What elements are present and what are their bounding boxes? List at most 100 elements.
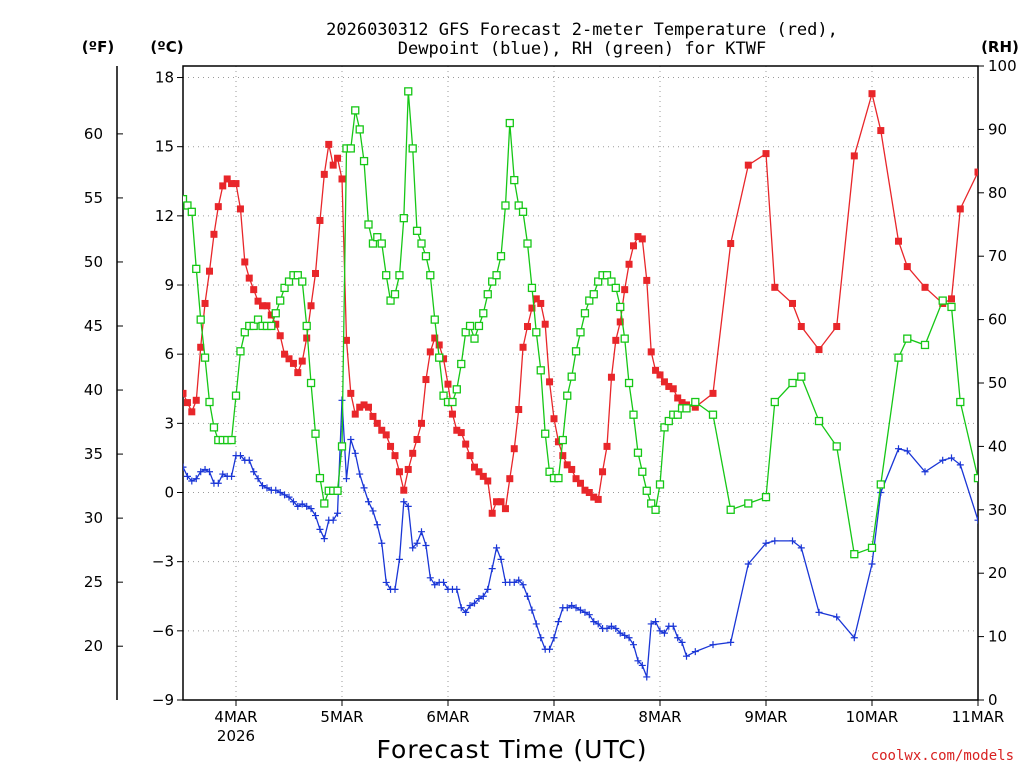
rh-point xyxy=(567,372,576,381)
temperature-point xyxy=(532,295,540,303)
rh-point xyxy=(368,239,378,248)
temperature-point xyxy=(484,477,492,485)
rh-point xyxy=(638,467,647,476)
temperature-point xyxy=(192,396,200,404)
dewpoint-point xyxy=(868,560,876,568)
rh-tick-label: 40 xyxy=(988,437,1007,455)
temperature-point xyxy=(183,389,187,397)
dewpoint-point xyxy=(815,608,823,616)
temperature-point xyxy=(418,419,425,427)
temperature-point xyxy=(727,240,735,248)
temperature-point xyxy=(307,302,315,310)
dewpoint-point xyxy=(510,578,518,586)
temperature-point xyxy=(210,230,218,238)
rh-point xyxy=(691,397,700,407)
temperature-point xyxy=(281,350,289,358)
credit-text: coolwx.com/models xyxy=(871,748,1014,764)
celsius-tick-label: 3 xyxy=(164,414,174,432)
time-tick-label: 6MAR xyxy=(426,708,469,726)
dewpoint-point xyxy=(453,585,461,593)
fahrenheit-tick-label: 40 xyxy=(84,381,103,399)
rh-point xyxy=(876,480,885,489)
dewpoint-point xyxy=(250,468,258,476)
time-tick-label: 9MAR xyxy=(744,708,787,726)
dewpoint-point xyxy=(188,477,196,485)
dewpoint-point xyxy=(652,618,660,626)
temperature-point xyxy=(815,346,823,354)
rh-point xyxy=(452,385,461,394)
temperature-point xyxy=(466,452,474,460)
dewpoint-point xyxy=(347,435,355,443)
temperature-point xyxy=(289,359,297,367)
rh-point xyxy=(311,429,320,438)
series-temperature xyxy=(183,90,978,517)
temperature-point xyxy=(395,468,403,476)
rh-point xyxy=(655,480,665,489)
dewpoint-point xyxy=(404,502,412,510)
temperature-point xyxy=(356,403,364,411)
temperature-point xyxy=(444,380,452,388)
rh-point xyxy=(457,359,466,369)
temperature-point xyxy=(457,429,465,437)
dewpoint-point xyxy=(638,661,646,669)
dewpoint-point xyxy=(554,618,562,626)
temperature-point xyxy=(903,263,911,271)
fahrenheit-tick-label: 55 xyxy=(84,189,103,207)
temperature-point xyxy=(850,152,858,160)
dewpoint-point xyxy=(979,517,986,524)
dewpoint-point xyxy=(974,516,978,524)
temperature-point xyxy=(360,401,368,409)
dewpoint-point xyxy=(524,592,531,600)
celsius-tick-label: −3 xyxy=(152,553,174,571)
rh-point xyxy=(514,201,523,210)
temperature-point xyxy=(541,320,549,328)
rh-point xyxy=(249,321,258,331)
temperature-point xyxy=(948,295,955,303)
temperature-point xyxy=(329,161,337,169)
celsius-tick-label: −6 xyxy=(152,622,174,640)
dewpoint-point xyxy=(625,634,633,642)
time-tick-label: 5MAR xyxy=(320,708,363,726)
dewpoint-point xyxy=(488,565,496,573)
temperature-point xyxy=(660,378,668,386)
temperature-point xyxy=(669,385,677,393)
rh-point xyxy=(205,397,214,407)
rh-tick-label: 70 xyxy=(988,247,1007,265)
dewpoint-point xyxy=(691,648,699,656)
dewpoint-point xyxy=(546,645,554,653)
dewpoint-point xyxy=(320,535,328,543)
temperature-point xyxy=(572,475,580,483)
temperature-point xyxy=(431,334,439,342)
temperature-point xyxy=(877,127,885,135)
rh-point xyxy=(894,353,903,362)
fahrenheit-tick-label: 30 xyxy=(84,509,103,527)
dewpoint-point xyxy=(342,475,350,483)
temperature-point xyxy=(501,505,509,513)
fahrenheit-tick-label: 60 xyxy=(84,125,103,143)
temperature-point xyxy=(422,376,430,384)
temperature-point xyxy=(232,180,240,188)
dewpoint-point xyxy=(294,502,302,510)
rh-point xyxy=(320,499,329,508)
rh-point xyxy=(183,194,188,204)
temperature-point xyxy=(652,366,660,374)
dewpoint-point xyxy=(572,604,580,612)
rh-tick-label: 100 xyxy=(988,57,1017,75)
temperature-point xyxy=(206,267,213,275)
rh-point xyxy=(253,315,263,324)
temperature-point xyxy=(634,233,642,241)
temperature-point xyxy=(263,302,271,310)
fahrenheit-tick-label: 25 xyxy=(84,573,103,591)
rh-point xyxy=(814,416,824,426)
time-tick-label: 11MAR xyxy=(952,708,1005,726)
chart-title-line1: 2026030312 GFS Forecast 2-meter Temperat… xyxy=(326,20,838,40)
rh-point xyxy=(973,473,978,483)
dewpoint-point xyxy=(206,468,213,476)
temperature-point xyxy=(921,283,929,291)
dewpoint-point xyxy=(616,629,624,637)
rh-point xyxy=(448,397,457,407)
fahrenheit-tick-label: 35 xyxy=(84,445,103,463)
dewpoint-point xyxy=(528,606,536,614)
temperature-point xyxy=(678,399,686,407)
dewpoint-point xyxy=(192,475,200,483)
